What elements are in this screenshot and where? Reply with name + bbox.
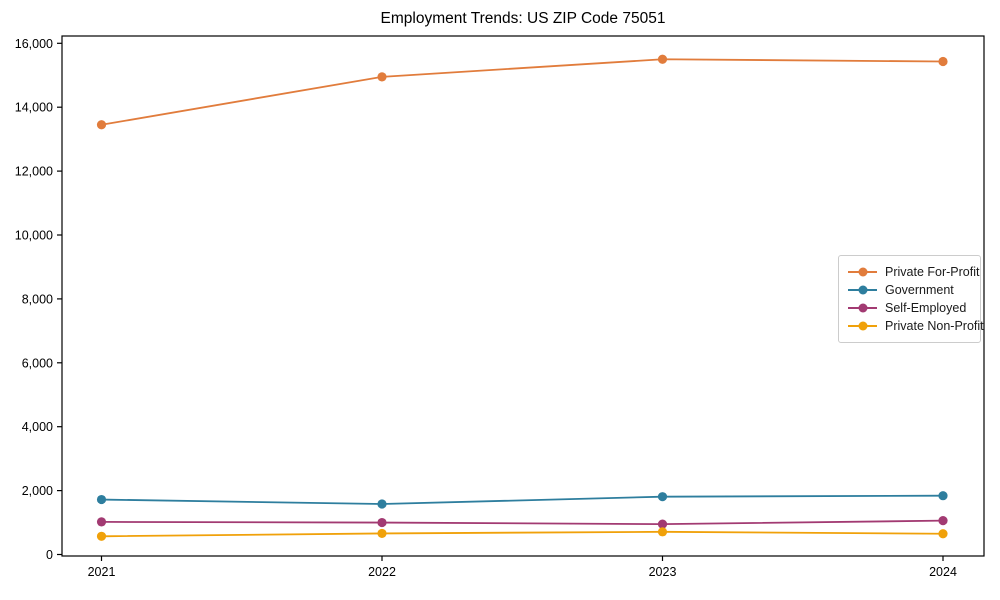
legend-item-self-employed: Self-Employed: [848, 299, 971, 317]
series-marker-private-for-profit: [938, 56, 948, 67]
x-tick-label: 2021: [88, 565, 116, 579]
series-marker-private-non-profit: [377, 528, 387, 539]
y-tick-label: 2,000: [22, 484, 53, 498]
series-marker-government: [657, 492, 668, 502]
series-marker-private-non-profit: [938, 529, 948, 539]
series-line-private-non-profit: [101, 530, 944, 538]
series-marker-government: [377, 499, 387, 509]
legend-marker-private-for-profit: [848, 267, 877, 277]
x-tick-label: 2024: [929, 565, 957, 579]
legend-label: Private For-Profit: [885, 265, 980, 279]
series-marker-private-for-profit: [377, 72, 387, 82]
plot-spines: [61, 35, 985, 557]
legend-item-government: Government: [848, 281, 971, 299]
chart-title: Employment Trends: US ZIP Code 75051: [380, 10, 666, 27]
series-line-government: [101, 494, 944, 505]
legend-label: Government: [885, 283, 954, 297]
legend-marker-government: [848, 285, 877, 295]
y-tick-label: 8,000: [22, 292, 53, 306]
series-marker-government: [96, 494, 107, 505]
legend-item-private-for-profit: Private For-Profit: [848, 263, 979, 281]
y-tick-label: 0: [46, 548, 53, 562]
series-marker-self-employed: [96, 517, 107, 527]
y-tick-label: 4,000: [22, 420, 53, 434]
legend-marker-private-non-profit: [848, 321, 877, 331]
series-marker-self-employed: [377, 517, 387, 528]
legend-label: Self-Employed: [885, 301, 967, 315]
series-line-private-for-profit: [101, 58, 944, 126]
legend-item-private-non-profit: Private Non-Profit: [848, 317, 984, 335]
series-marker-private-for-profit: [96, 120, 107, 130]
y-tick-label: 16,000: [15, 37, 53, 51]
y-tick-label: 14,000: [15, 101, 53, 115]
series-marker-private-non-profit: [657, 527, 668, 537]
y-tick-label: 12,000: [15, 165, 53, 179]
series-marker-private-for-profit: [657, 54, 668, 64]
series-marker-private-non-profit: [96, 531, 107, 541]
y-tick-label: 6,000: [22, 356, 53, 370]
series-marker-self-employed: [938, 516, 948, 526]
x-tick-label: 2022: [368, 565, 396, 579]
legend: Private For-Profit Government Self-Emplo…: [838, 255, 984, 343]
legend-marker-self-employed: [848, 303, 877, 313]
series-marker-government: [938, 491, 948, 501]
series-marker-self-employed: [657, 519, 668, 529]
legend-label: Private Non-Profit: [885, 319, 984, 333]
y-tick-label: 10,000: [15, 229, 53, 243]
series-line-self-employed: [101, 519, 944, 526]
x-tick-label: 2023: [649, 565, 677, 579]
